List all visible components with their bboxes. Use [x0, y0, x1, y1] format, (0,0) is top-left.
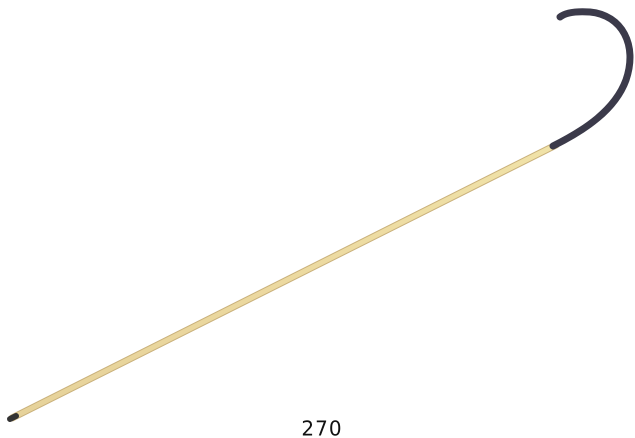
caption: 270 — [301, 417, 342, 438]
cane-shaft — [12, 145, 556, 418]
cane-handle — [553, 12, 630, 146]
cane-tip — [10, 416, 16, 419]
page: 270 (() => { const data = JSON.parse(doc… — [0, 0, 635, 438]
product-image: 270 — [0, 0, 635, 438]
cane — [10, 12, 630, 419]
